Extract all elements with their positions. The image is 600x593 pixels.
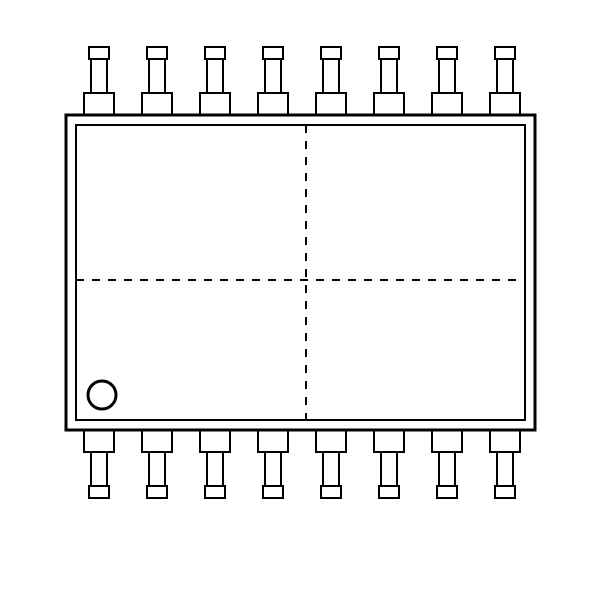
pin-top-4 (258, 47, 288, 115)
pin-bottom-1 (84, 430, 114, 498)
pin-bottom-5 (316, 430, 346, 498)
pin-top-6 (374, 47, 404, 115)
pin-bottom-7 (432, 430, 462, 498)
pin-bottom-4 (258, 430, 288, 498)
package-body-outer (66, 115, 535, 430)
pin-top-5 (316, 47, 346, 115)
pin-top-8 (490, 47, 520, 115)
pin-top-7 (432, 47, 462, 115)
pin-top-1 (84, 47, 114, 115)
pin-bottom-6 (374, 430, 404, 498)
pin-bottom-3 (200, 430, 230, 498)
pin-bottom-8 (490, 430, 520, 498)
pin-top-2 (142, 47, 172, 115)
pin-top-3 (200, 47, 230, 115)
ic-package-diagram (0, 0, 600, 593)
pin-bottom-2 (142, 430, 172, 498)
